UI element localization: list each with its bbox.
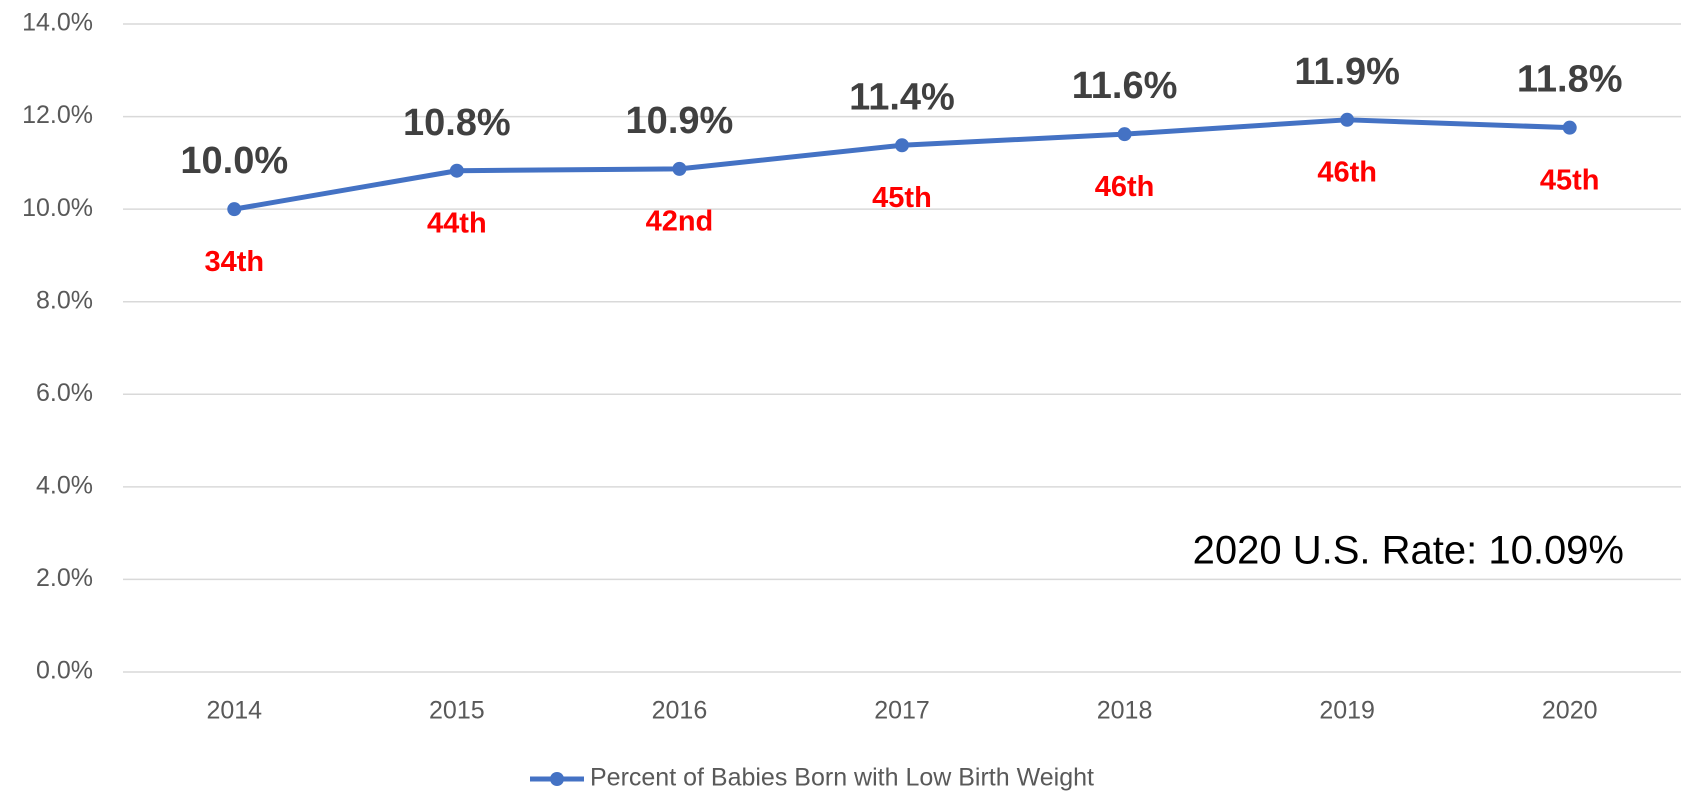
y-tick-label: 10.0%	[22, 194, 93, 222]
x-tick-label: 2017	[874, 697, 930, 725]
value-label: 10.9%	[626, 100, 734, 142]
y-tick-label: 0.0%	[36, 657, 93, 685]
value-label: 11.4%	[849, 76, 955, 118]
data-point	[895, 138, 909, 153]
rank-label: 42nd	[646, 206, 714, 238]
value-label: 11.9%	[1294, 51, 1400, 93]
x-tick-label: 2014	[206, 697, 262, 725]
x-tick-label: 2018	[1097, 697, 1153, 725]
x-tick-label: 2016	[652, 697, 708, 725]
y-tick-label: 4.0%	[36, 471, 93, 499]
data-point	[449, 163, 464, 178]
y-tick-label: 14.0%	[22, 9, 93, 37]
y-tick-label: 8.0%	[36, 286, 93, 314]
legend-marker	[550, 772, 564, 786]
data-point	[1340, 112, 1355, 127]
value-label: 10.0%	[180, 140, 288, 182]
rank-label: 44th	[427, 207, 487, 239]
x-tick-label: 2020	[1542, 697, 1598, 725]
data-point	[1562, 120, 1577, 135]
data-point	[1117, 127, 1132, 142]
x-tick-label: 2019	[1319, 697, 1375, 725]
rank-label: 34th	[204, 246, 264, 278]
legend-label: Percent of Babies Born with Low Birth We…	[590, 764, 1094, 792]
y-tick-label: 6.0%	[36, 379, 93, 407]
rank-label: 45th	[1540, 164, 1600, 196]
value-label: 10.8%	[403, 102, 511, 144]
data-point	[672, 161, 687, 176]
value-label: 11.8%	[1517, 59, 1623, 101]
y-tick-label: 2.0%	[36, 564, 93, 592]
data-point	[227, 202, 242, 217]
y-tick-label: 12.0%	[22, 101, 93, 129]
annotation: 2020 U.S. Rate: 10.09%	[1193, 529, 1624, 573]
rank-label: 46th	[1317, 156, 1377, 188]
value-label: 11.6%	[1072, 65, 1178, 107]
rank-label: 46th	[1095, 171, 1155, 203]
x-tick-label: 2015	[429, 697, 485, 725]
rank-label: 45th	[872, 182, 932, 214]
